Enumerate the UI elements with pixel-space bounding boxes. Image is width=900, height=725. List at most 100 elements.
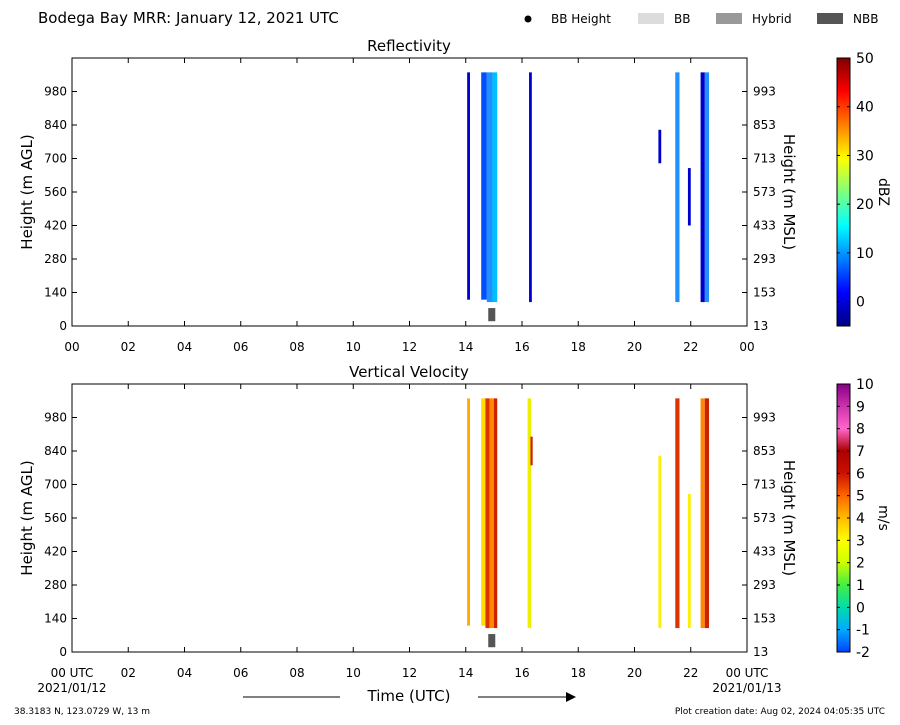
x-tick-label: 12 xyxy=(402,666,417,680)
header-legend: BB Height BB Hybrid NBB xyxy=(524,12,878,26)
colorbar-tick-label: 8 xyxy=(856,422,865,438)
x-tick-label: 00 UTC xyxy=(51,666,94,680)
reflectivity-frame xyxy=(71,57,748,327)
colorbar-tick-label: 4 xyxy=(856,511,865,527)
y-tick-label: 0 xyxy=(59,645,67,659)
y-tick-label-right: 853 xyxy=(753,444,776,458)
vertical-velocity-colorbar-label: m/s xyxy=(875,505,891,531)
colorbar-tick-label: 9 xyxy=(856,399,865,415)
vertical-velocity-plot-area xyxy=(467,398,710,648)
colorbar-tick-label: 10 xyxy=(856,377,874,393)
figure-title: Bodega Bay MRR: January 12, 2021 UTC xyxy=(38,9,339,27)
colorbar-tick-label: 3 xyxy=(856,533,865,549)
bb-height-legend-dot xyxy=(524,15,532,23)
x-tick-label: 20 xyxy=(627,340,642,354)
y-tick-label: 700 xyxy=(44,152,67,166)
x-tick-label: 00 xyxy=(739,340,754,354)
colorbar-tick-label: 20 xyxy=(856,197,874,213)
data-strip xyxy=(481,398,486,626)
legend-label-bb: BB xyxy=(674,12,690,26)
y-tick-label: 140 xyxy=(44,612,67,626)
y-tick-label: 980 xyxy=(44,85,67,99)
y-tick-label-right: 853 xyxy=(753,118,776,132)
data-strip xyxy=(529,72,532,303)
y-tick-label: 840 xyxy=(44,444,67,458)
legend-label-hybrid: Hybrid xyxy=(752,12,792,26)
x-tick-label: 14 xyxy=(458,666,473,680)
reflectivity-panel: Reflectivity 00 02 04 06 08 10 12 14 16 18 20 22 000… xyxy=(18,37,891,354)
x-tick-label: 02 xyxy=(121,340,136,354)
vertical-velocity-y-axis-label: Height (m AGL) xyxy=(18,460,36,575)
x-tick-label: 16 xyxy=(514,340,529,354)
colorbar-tick-label: 10 xyxy=(856,246,874,262)
plot-creation-date: Plot creation date: Aug 02, 2024 04:05:3… xyxy=(675,707,885,717)
reflectivity-colorbar xyxy=(836,57,851,327)
reflectivity-y-axis-label-right: Height (m MSL) xyxy=(780,134,798,250)
vertical-velocity-frame xyxy=(71,383,748,653)
data-strip xyxy=(530,436,533,466)
y-tick-label: 420 xyxy=(44,219,67,233)
time-arrow-head-icon xyxy=(566,692,576,702)
data-strip xyxy=(704,72,710,303)
y-tick-label: 840 xyxy=(44,118,67,132)
data-strip xyxy=(675,398,680,629)
colorbar-tick-label: 50 xyxy=(856,51,874,67)
y-tick-label-right: 433 xyxy=(753,545,776,559)
data-strip xyxy=(486,72,493,303)
legend-label-nbb: NBB xyxy=(853,12,878,26)
colorbar-tick-label: 6 xyxy=(856,466,865,482)
data-strip xyxy=(481,72,487,300)
colorbar-tick-label: 40 xyxy=(856,100,874,116)
colorbar-tick-label: -2 xyxy=(856,645,870,661)
x-tick-label: 18 xyxy=(571,666,586,680)
x-tick-label: 12 xyxy=(402,340,417,354)
x-tick-label: 22 xyxy=(683,340,698,354)
y-tick-label: 560 xyxy=(44,511,67,525)
vertical-velocity-ticks: 00 UTC 02 04 06 08 10 12 14 16 18 20 22 00 UTC 0 13 140… xyxy=(44,384,776,680)
y-tick-label-right: 293 xyxy=(753,252,776,266)
y-tick-label-right: 433 xyxy=(753,219,776,233)
y-tick-label-right: 293 xyxy=(753,578,776,592)
y-tick-label: 280 xyxy=(44,252,67,266)
legend-swatch-hybrid xyxy=(716,13,742,24)
y-tick-label: 420 xyxy=(44,545,67,559)
x-tick-label: 10 xyxy=(346,666,361,680)
data-strip xyxy=(489,398,494,629)
data-strip xyxy=(658,455,662,629)
reflectivity-plot-area xyxy=(467,72,710,322)
y-tick-label-right: 993 xyxy=(753,411,776,425)
x-tick-label: 02 xyxy=(121,666,136,680)
reflectivity-title: Reflectivity xyxy=(367,37,451,55)
data-strip xyxy=(485,398,490,629)
colorbar-tick-label: 2 xyxy=(856,556,865,572)
legend-label-bb-height: BB Height xyxy=(551,12,611,26)
data-strip xyxy=(467,72,470,300)
y-tick-label-right: 573 xyxy=(753,511,776,525)
vertical-velocity-title: Vertical Velocity xyxy=(349,363,469,381)
y-tick-label: 560 xyxy=(44,185,67,199)
y-tick-label: 0 xyxy=(59,319,67,333)
y-tick-label-right: 713 xyxy=(753,152,776,166)
colorbar-tick-label: 1 xyxy=(856,578,865,594)
vertical-velocity-panel: Vertical Velocity 00 UTC 02 04 06 08 10 12 14 16… xyxy=(18,363,891,680)
y-tick-label-right: 993 xyxy=(753,85,776,99)
data-strip xyxy=(658,129,662,164)
x-tick-label: 04 xyxy=(177,666,192,680)
colorbar-tick-label: 0 xyxy=(856,295,865,311)
data-strip xyxy=(700,398,705,629)
vertical-velocity-colorbar-ticks: -2 -1 0 1 2 3 4 5 6 7 8 9 10 xyxy=(837,377,874,661)
vertical-velocity-y-axis-label-right: Height (m MSL) xyxy=(780,460,798,576)
x-tick-label: 06 xyxy=(233,666,248,680)
y-tick-label-right: 713 xyxy=(753,478,776,492)
data-strip xyxy=(492,72,498,303)
x-tick-label: 18 xyxy=(571,340,586,354)
x-tick-label: 14 xyxy=(458,340,473,354)
x-tick-label: 20 xyxy=(627,666,642,680)
x-tick-label: 08 xyxy=(289,666,304,680)
x-tick-label: 10 xyxy=(346,340,361,354)
y-tick-label-right: 13 xyxy=(753,645,768,659)
data-strip xyxy=(467,398,470,626)
colorbar-tick-label: -1 xyxy=(856,623,870,639)
start-date-label: 2021/01/12 xyxy=(37,681,106,695)
